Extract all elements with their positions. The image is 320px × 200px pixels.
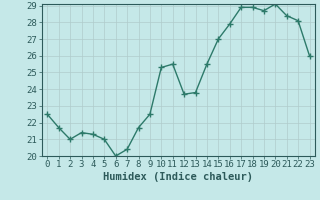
X-axis label: Humidex (Indice chaleur): Humidex (Indice chaleur) — [103, 172, 253, 182]
